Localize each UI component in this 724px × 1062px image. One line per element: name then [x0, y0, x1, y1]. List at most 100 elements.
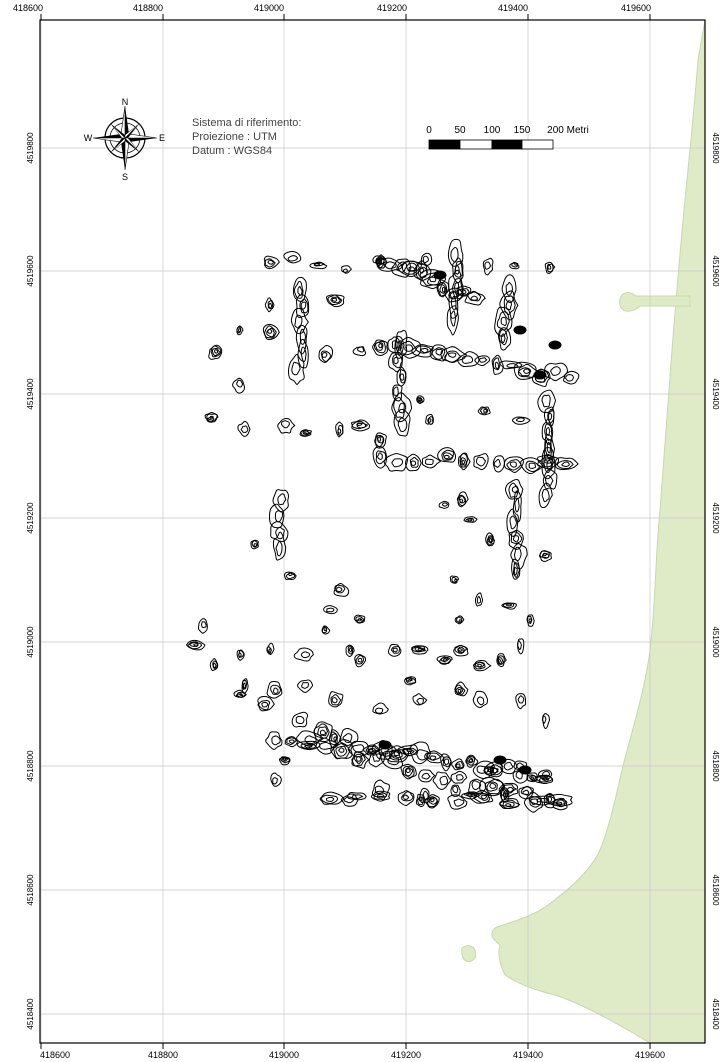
contour-line [422, 790, 429, 800]
frame-ticks [40, 14, 651, 1049]
contour-line [193, 643, 199, 647]
contour-line [437, 447, 457, 463]
contour-line [251, 540, 258, 548]
contour-line [548, 412, 553, 421]
contour-line [546, 441, 552, 454]
contour-line [393, 408, 411, 437]
contour-line [467, 757, 474, 764]
contour-line [439, 284, 447, 294]
contour-line [419, 787, 430, 804]
contour-line [299, 429, 312, 437]
contour-line [272, 489, 289, 513]
contour-line [272, 531, 287, 561]
contour-line [387, 643, 402, 657]
contour-line [296, 730, 324, 747]
contour-line [477, 793, 490, 801]
contour-line [268, 302, 273, 309]
contour-line [454, 281, 460, 292]
contour-line [457, 648, 464, 652]
contour-line [333, 736, 337, 742]
contour-line [510, 543, 528, 570]
contour-line [393, 751, 401, 757]
contour-line [505, 803, 512, 807]
compass-rose-icon: N S E W [84, 97, 165, 182]
y-tick-label: 4519200 [711, 502, 720, 534]
contour-line [323, 627, 327, 631]
contour-line [391, 458, 404, 468]
contour-line [352, 744, 365, 753]
contour-line [473, 453, 489, 471]
contour-line [452, 785, 459, 794]
contour-line [436, 655, 453, 665]
contour-line [319, 791, 345, 805]
contour-line [292, 276, 307, 302]
contour-line [186, 639, 206, 651]
contour-line [396, 261, 408, 273]
contour-line [499, 799, 521, 809]
contour-line [300, 301, 307, 310]
contour-line [468, 778, 487, 795]
pier [619, 292, 691, 312]
contour-line [410, 460, 417, 467]
contour-line [416, 749, 429, 761]
contour-line [277, 493, 287, 506]
contour-line [486, 535, 496, 547]
contour-line [517, 695, 525, 704]
contour-line [321, 626, 328, 634]
contour-line [506, 459, 522, 471]
contour-dense-spot [513, 325, 527, 335]
contour-line [542, 715, 547, 724]
contour-line [476, 765, 490, 774]
contour-line [326, 607, 335, 613]
contour-line [494, 361, 500, 370]
contour-line [383, 453, 409, 472]
contour-line [514, 262, 519, 266]
contour-line [357, 657, 363, 663]
contour-line [441, 449, 455, 461]
contour-line [431, 347, 446, 360]
contour-line [270, 772, 282, 787]
contour-line [378, 343, 383, 349]
contour-line [207, 416, 215, 422]
contour-line [392, 647, 398, 653]
contour-line [287, 572, 293, 577]
contour-line [543, 793, 556, 809]
contour-line [325, 294, 345, 308]
contour-line [474, 661, 485, 668]
compass-w-label: W [84, 133, 93, 143]
contour-line [264, 258, 276, 268]
contour-line [394, 329, 408, 359]
contour-line [525, 460, 542, 473]
y-tick-label: 4518600 [711, 874, 720, 906]
contour-line [238, 693, 243, 696]
contour-line [486, 781, 498, 792]
contour-line [405, 453, 422, 472]
contour-line [342, 268, 349, 273]
contour-dense-spot [518, 765, 532, 775]
contour-line [455, 686, 464, 695]
x-tick-label: 419400 [498, 3, 528, 13]
contour-line [391, 646, 401, 654]
y-tick-labels-left: 4519800 4519600 4519400 4519200 4519000 … [26, 132, 35, 1030]
contour-line [319, 729, 327, 736]
contour-line [522, 789, 530, 796]
contour-line [340, 793, 359, 807]
contour-line [373, 340, 386, 354]
contour-line [417, 397, 423, 403]
contour-line [357, 618, 362, 622]
contour-line [299, 298, 309, 314]
contour-line [237, 420, 251, 437]
contour-line [214, 349, 218, 354]
contour-line [517, 640, 522, 651]
contour-line [288, 739, 295, 744]
contour-line [482, 257, 494, 276]
contour-line [556, 801, 563, 806]
contour-line [506, 603, 512, 607]
contour-line [419, 269, 446, 289]
contour-line [453, 798, 465, 807]
contour-line [499, 787, 510, 803]
contour-line [261, 701, 269, 708]
contour-line [452, 257, 464, 284]
x-tick-label: 418800 [133, 3, 163, 13]
